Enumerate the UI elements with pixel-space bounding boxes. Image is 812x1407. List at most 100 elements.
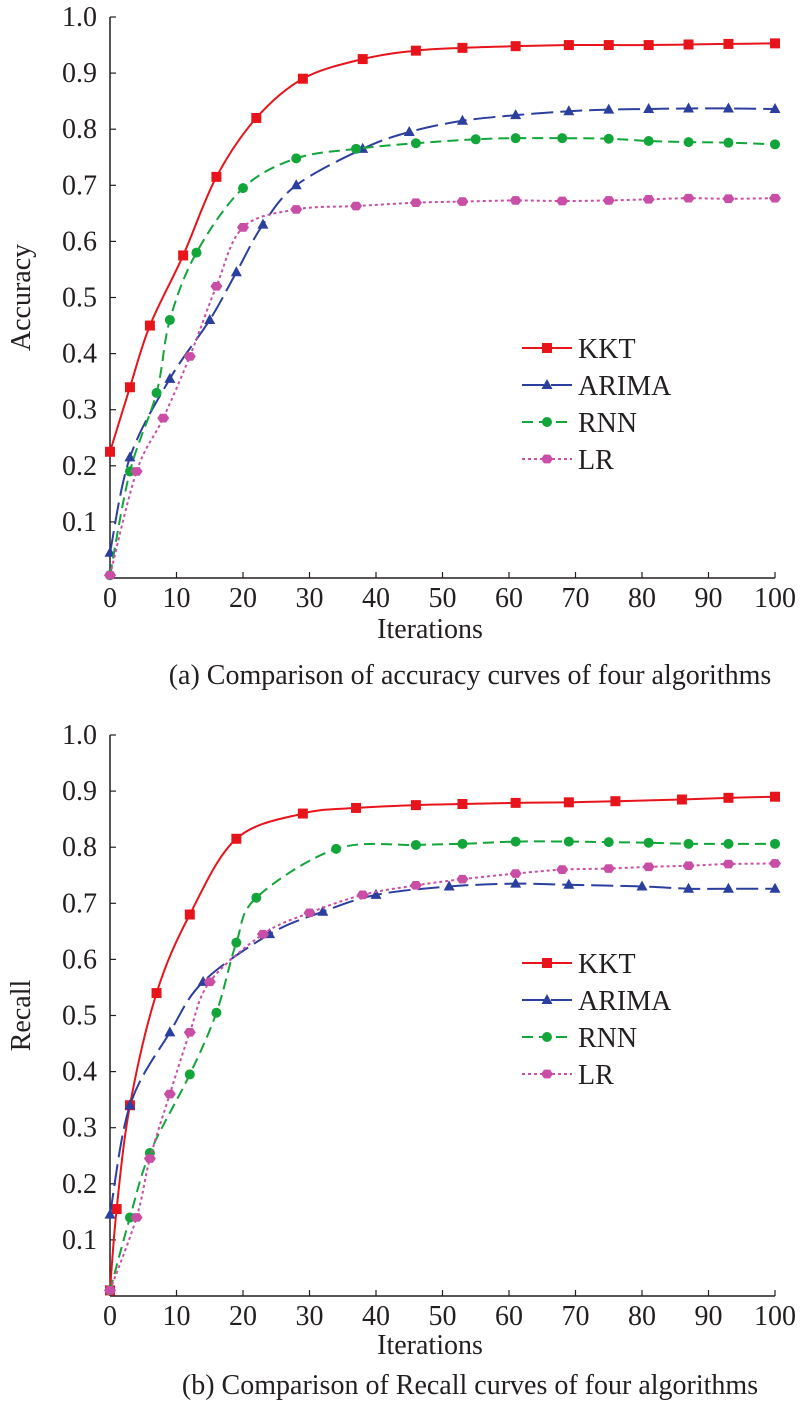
y-tick-label: 0.7 <box>62 170 97 201</box>
square-marker <box>297 73 308 84</box>
hexagon-marker <box>642 862 655 872</box>
legend-entry-lr: LR <box>522 445 614 476</box>
y-axis-label: Accuracy <box>6 244 37 351</box>
y-tick-label: 0.5 <box>62 283 97 314</box>
hexagon-marker <box>409 881 422 890</box>
y-tick-label: 0.4 <box>62 1057 97 1088</box>
circle-marker <box>211 1007 222 1018</box>
hexagon-marker <box>256 929 269 939</box>
x-tick-label: 50 <box>429 1301 457 1332</box>
hexagon-marker <box>104 1286 116 1295</box>
circle-marker <box>770 838 780 849</box>
triangle-marker <box>370 888 382 899</box>
triangle-marker <box>164 372 176 383</box>
series-line-lr <box>109 862 776 1291</box>
legend-entry-arima: ARIMA <box>522 371 672 402</box>
x-tick-label: 30 <box>296 583 324 614</box>
x-tick-label: 70 <box>562 1301 590 1332</box>
hexagon-marker <box>130 1213 143 1222</box>
square-marker <box>542 343 552 353</box>
hexagon-marker <box>409 198 422 208</box>
triangle-marker <box>403 126 415 137</box>
square-marker <box>563 797 574 808</box>
hexagon-marker <box>722 194 735 204</box>
hexagon-marker <box>183 1027 196 1037</box>
legend-label: ARIMA <box>578 986 672 1017</box>
x-tick-label: 90 <box>695 1301 723 1332</box>
square-marker <box>457 799 468 810</box>
square-marker <box>510 797 521 808</box>
y-tick-label: 0.8 <box>62 832 97 863</box>
circle-marker <box>770 139 780 150</box>
circle-marker <box>191 247 202 258</box>
triangle-marker <box>510 877 522 888</box>
figure-caption: (a) Comparison of accuracy curves of fou… <box>169 660 772 691</box>
hexagon-marker <box>602 864 615 873</box>
hexagon-marker <box>541 1069 553 1079</box>
circle-marker <box>151 387 162 398</box>
hexagon-marker <box>682 861 695 871</box>
triangle-marker <box>683 882 695 893</box>
y-tick-label: 0.2 <box>62 451 97 482</box>
hexagon-marker <box>303 908 316 918</box>
x-tick-label: 100 <box>754 583 796 614</box>
square-marker <box>105 446 115 457</box>
series-arima <box>104 877 781 1219</box>
circle-marker <box>238 183 248 194</box>
x-tick-label: 40 <box>362 583 390 614</box>
hexagon-marker <box>130 467 143 476</box>
square-marker <box>542 958 552 968</box>
triangle-marker <box>164 1026 176 1037</box>
y-tick-label: 0.1 <box>62 1225 97 1256</box>
series-kkt <box>105 38 780 457</box>
y-tick-label: 0.2 <box>62 1169 97 1200</box>
x-tick-label: 90 <box>695 583 723 614</box>
square-marker <box>178 250 189 261</box>
square-marker <box>351 802 362 813</box>
x-tick-label: 60 <box>495 1301 523 1332</box>
square-marker <box>457 42 468 53</box>
series-line-arima <box>109 882 775 1215</box>
x-axis-label: Iterations <box>377 1330 483 1361</box>
hexagon-marker <box>509 196 522 205</box>
triangle-marker <box>317 905 329 916</box>
y-tick-label: 1.0 <box>62 720 97 751</box>
square-marker <box>251 112 262 123</box>
legend-entry-kkt: KKT <box>522 949 636 980</box>
square-marker <box>151 988 162 999</box>
hexagon-marker <box>203 977 216 987</box>
hexagon-marker <box>104 570 116 580</box>
triangle-marker <box>769 103 781 114</box>
hexagon-marker <box>456 874 469 884</box>
square-marker <box>124 382 135 393</box>
chart-panel-accuracy: 0 10 20 30 40 50 60 70 80 90 100 0.1 0.2 0.3 0.4 0.5 0.6… <box>6 2 796 691</box>
triangle-marker <box>636 880 648 891</box>
triangle-marker <box>510 109 522 120</box>
y-tick-label: 0.3 <box>62 395 97 426</box>
square-marker <box>723 38 734 49</box>
triangle-marker <box>769 882 781 893</box>
hexagon-marker <box>769 859 781 868</box>
circle-marker <box>542 417 552 427</box>
hexagon-marker <box>602 196 615 205</box>
series-line-arima <box>109 107 776 553</box>
square-marker <box>603 40 614 51</box>
legend-entry-rnn: RNN <box>522 1023 637 1054</box>
hexagon-marker <box>769 193 781 203</box>
y-tick-label: 0.7 <box>62 888 97 919</box>
square-marker <box>410 45 421 56</box>
triangle-marker <box>230 266 242 277</box>
x-axis-label: Iterations <box>377 614 483 645</box>
triangle-marker <box>290 179 302 190</box>
series-lr <box>104 859 781 1295</box>
x-tick-label: 70 <box>562 583 590 614</box>
series-kkt <box>105 791 780 1296</box>
square-marker <box>683 39 694 50</box>
legend-label: LR <box>578 1060 614 1091</box>
circle-marker <box>723 137 734 148</box>
square-marker <box>676 794 687 805</box>
triangle-marker <box>603 103 615 114</box>
circle-marker <box>231 937 242 948</box>
legend-entry-rnn: RNN <box>522 408 637 439</box>
